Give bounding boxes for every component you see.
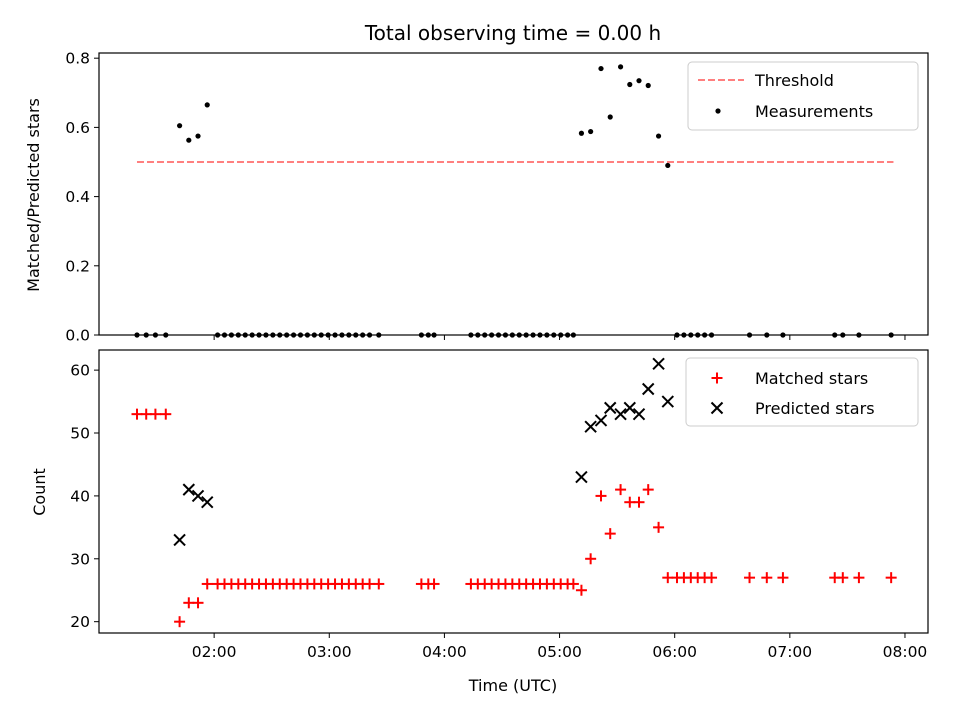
matched-stars-point: [201, 578, 213, 590]
top-y-tick-label: 0.4: [65, 188, 90, 206]
legend-predicted-swatch: [710, 401, 724, 415]
measurement-point: [655, 133, 662, 139]
predicted-stars-point: [182, 483, 196, 496]
bottom-x-tick-label: 07:00: [767, 643, 812, 661]
matched-stars-point: [761, 572, 773, 584]
matched-stars-point: [837, 572, 849, 584]
top-legend-frame: [687, 61, 919, 131]
top-y-axis-label: Matched/Predicted stars: [24, 98, 43, 292]
legend-threshold-label: Threshold: [754, 71, 834, 90]
legend-matched-label: Matched stars: [755, 369, 868, 388]
predicted-stars-point: [652, 357, 665, 371]
predicted-stars-point: [173, 533, 186, 547]
matched-stars-point: [744, 572, 756, 584]
matched-stars-point: [706, 572, 718, 584]
matched-stars-point: [633, 496, 645, 508]
top-y-tick-label: 0.2: [65, 257, 90, 275]
top-axes: 0.0 0.2 0.4 0.6 0.8: [65, 50, 929, 345]
legend-x-mark: [710, 401, 724, 415]
matched-stars-point: [624, 496, 636, 508]
matched-stars-point: [149, 408, 161, 420]
measurement-point: [617, 64, 624, 70]
legend-predicted-label: Predicted stars: [755, 399, 875, 418]
matched-stars-point: [140, 408, 152, 420]
bottom-legend: Matched stars Predicted stars: [685, 357, 919, 427]
predicted-stars-point: [584, 420, 597, 433]
legend-plus-mark: [711, 372, 723, 384]
matched-stars-point: [567, 578, 579, 590]
matched-stars-point: [662, 572, 674, 584]
top-y-tick-label: 0.0: [65, 327, 90, 345]
bottom-axes: 20 30 40 50 60 02:00 03:00 04:00 05:00 06:00 07:00…: [70, 349, 929, 661]
matched-stars-point: [428, 578, 440, 590]
matched-stars-point: [131, 408, 143, 420]
bottom-y-tick-label: 40: [70, 487, 90, 505]
predicted-stars-point: [642, 382, 655, 396]
matched-stars-point: [615, 484, 627, 496]
legend-measurements-label: Measurements: [755, 102, 873, 121]
top-y-tick-label: 0.8: [65, 50, 90, 68]
predicted-stars-point: [623, 401, 636, 415]
measurement-point: [204, 102, 210, 108]
top-axes-frame: [98, 52, 929, 336]
matched-stars-point: [653, 521, 665, 533]
predicted-stars-point: [604, 401, 617, 415]
bottom-x-tick-label: 08:00: [883, 643, 928, 661]
matched-stars-point: [604, 528, 616, 540]
bottom-y-tick-label: 30: [70, 550, 90, 568]
bottom-x-tick-label: 02:00: [192, 643, 237, 661]
measurement-point: [578, 130, 585, 136]
matched-stars-point: [777, 572, 789, 584]
top-legend: Threshold Measurements: [687, 61, 919, 131]
bottom-y-tick-label: 50: [70, 425, 90, 443]
matched-stars-point: [373, 578, 385, 590]
measurement-point: [627, 81, 633, 88]
matched-stars-point: [595, 490, 607, 502]
predicted-stars-point: [191, 489, 205, 503]
predicted-stars-point: [575, 470, 588, 484]
bottom-marks: [131, 357, 897, 628]
bottom-x-tick-label: 06:00: [652, 643, 697, 661]
legend-matched-swatch: [711, 372, 723, 384]
measurement-point: [665, 162, 671, 169]
bottom-panel: 20 30 40 50 60 02:00 03:00 04:00 05:00 06:00 07:00…: [30, 349, 929, 695]
measurement-point: [645, 82, 651, 89]
measurement-point: [186, 137, 192, 143]
measurement-point: [176, 123, 183, 129]
predicted-stars-point: [614, 407, 627, 421]
bottom-x-tick-label: 04:00: [422, 643, 467, 661]
predicted-stars-point: [594, 414, 608, 427]
legend-measurements-swatch: [715, 108, 721, 114]
matched-stars-point: [585, 553, 597, 565]
matched-stars-point: [853, 572, 865, 584]
measurement-point: [598, 65, 604, 72]
bottom-x-tick-label: 03:00: [307, 643, 352, 661]
predicted-stars-point: [201, 495, 214, 509]
figure-title: Total observing time = 0.00 h: [364, 21, 661, 45]
matched-stars-point: [364, 578, 376, 590]
matched-stars-point: [642, 484, 654, 496]
matched-stars-point: [160, 408, 172, 420]
bottom-x-tick-label: 05:00: [537, 643, 582, 661]
top-panel: 0.0 0.2 0.4 0.6 0.8 Matched/Predicted stars: [24, 50, 929, 345]
matched-stars-point: [174, 616, 186, 628]
matched-stars-point: [575, 584, 587, 596]
matched-stars-point: [885, 572, 897, 584]
bottom-y-tick-label: 60: [70, 362, 90, 380]
predicted-stars-point: [632, 407, 646, 421]
bottom-y-tick-label: 20: [70, 613, 90, 631]
bottom-axes-frame: [98, 349, 929, 634]
matched-stars-point: [183, 597, 195, 609]
bottom-y-axis-label: Count: [30, 468, 49, 516]
matched-stars-point: [192, 597, 204, 609]
measurement-point: [195, 133, 201, 139]
bottom-legend-frame: [685, 357, 919, 427]
measurement-point: [636, 78, 642, 84]
predicted-stars-point: [661, 395, 674, 408]
top-y-tick-label: 0.6: [65, 119, 90, 137]
measurement-point: [607, 114, 613, 120]
bottom-x-axis-label: Time (UTC): [468, 676, 557, 695]
measurement-point: [588, 128, 594, 135]
